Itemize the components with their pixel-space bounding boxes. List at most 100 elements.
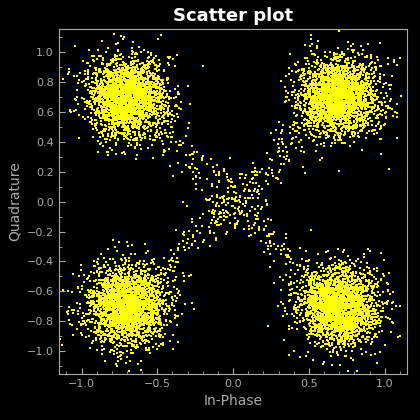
Channel 1 [116, 90, 123, 97]
Channel 1 [105, 268, 111, 274]
Channel 1 [127, 303, 134, 310]
Channel 1 [119, 92, 126, 98]
Channel 1 [310, 89, 316, 96]
Channel 1 [335, 246, 341, 252]
Channel 1 [116, 84, 123, 90]
Channel 1 [324, 81, 331, 87]
Channel 1 [137, 366, 144, 373]
Channel 1 [139, 329, 146, 336]
Channel 1 [136, 86, 142, 92]
Channel 1 [111, 320, 118, 327]
Channel 1 [120, 314, 126, 321]
Channel 1 [369, 296, 375, 303]
Channel 1 [155, 342, 162, 349]
Channel 1 [122, 300, 129, 307]
Channel 1 [142, 95, 149, 102]
Channel 1 [340, 299, 346, 305]
Channel 1 [164, 289, 171, 296]
Channel 1 [325, 86, 331, 92]
Channel 1 [150, 304, 157, 310]
Channel 1 [319, 101, 326, 108]
Channel 1 [96, 272, 102, 279]
Channel 1 [114, 99, 121, 106]
Channel 1 [306, 99, 313, 106]
Channel 1 [311, 110, 318, 116]
Channel 1 [160, 77, 167, 84]
Channel 1 [285, 325, 292, 332]
Channel 1 [355, 90, 362, 97]
Channel 1 [331, 105, 338, 111]
Channel 1 [118, 312, 125, 319]
Channel 1 [318, 306, 325, 313]
Channel 1 [133, 344, 139, 351]
Channel 1 [116, 101, 122, 108]
Channel 1 [136, 305, 143, 312]
Channel 1 [138, 285, 145, 291]
Channel 1 [87, 303, 93, 310]
Channel 1 [131, 88, 138, 95]
Channel 1 [170, 302, 177, 309]
Channel 1 [322, 284, 329, 291]
Channel 1 [338, 106, 344, 113]
Channel 1 [126, 310, 133, 316]
Channel 1 [327, 77, 334, 84]
Channel 1 [350, 331, 357, 338]
Channel 1 [353, 283, 360, 289]
Channel 1 [340, 83, 347, 90]
Channel 1 [154, 287, 161, 294]
Channel 1 [350, 87, 357, 94]
Channel 1 [107, 291, 114, 298]
Channel 1 [320, 98, 327, 105]
Channel 1 [113, 84, 120, 91]
Channel 1 [123, 99, 130, 106]
Channel 1 [131, 293, 137, 300]
Channel 1 [352, 323, 359, 330]
Channel 1 [131, 97, 138, 104]
Channel 1 [113, 300, 119, 307]
Channel 1 [124, 116, 131, 123]
Channel 1 [139, 109, 146, 116]
Channel 1 [317, 279, 323, 286]
Channel 1 [110, 63, 117, 70]
Channel 1 [100, 281, 106, 288]
Channel 1 [353, 82, 360, 89]
Channel 1 [128, 331, 135, 338]
Channel 1 [329, 292, 336, 299]
Channel 1 [320, 67, 326, 74]
Channel 1 [156, 264, 163, 271]
Channel 1 [104, 289, 111, 295]
Channel 1 [122, 123, 129, 130]
Channel 1 [102, 117, 109, 123]
Channel 1 [266, 156, 273, 163]
Channel 1 [117, 84, 124, 91]
Channel 1 [104, 103, 110, 110]
Channel 1 [120, 67, 127, 74]
Channel 1 [137, 285, 144, 292]
Channel 1 [121, 84, 127, 90]
Channel 1 [136, 107, 142, 113]
Channel 1 [101, 306, 108, 313]
Channel 1 [108, 96, 115, 103]
Channel 1 [350, 317, 357, 324]
Channel 1 [315, 289, 322, 295]
Channel 1 [103, 109, 110, 116]
Channel 1 [139, 79, 146, 86]
Channel 1 [109, 299, 116, 306]
Channel 1 [137, 326, 144, 333]
Channel 1 [336, 280, 342, 287]
Channel 1 [129, 310, 136, 317]
Channel 1 [86, 289, 93, 296]
Channel 1 [341, 309, 348, 316]
Channel 1 [347, 95, 354, 102]
Channel 1 [146, 345, 152, 352]
Channel 1 [298, 107, 305, 113]
Channel 1 [147, 99, 153, 106]
Channel 1 [171, 250, 177, 257]
Channel 1 [142, 79, 149, 85]
Channel 1 [340, 89, 347, 95]
Channel 1 [130, 319, 136, 326]
Channel 1 [303, 267, 310, 273]
Channel 1 [321, 315, 328, 321]
Channel 1 [103, 293, 110, 300]
Channel 1 [334, 289, 341, 296]
